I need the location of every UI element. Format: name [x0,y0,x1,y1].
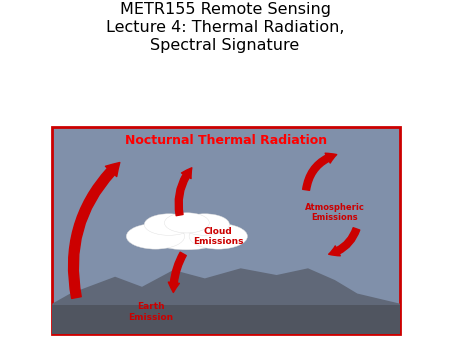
FancyArrowPatch shape [303,153,337,190]
Polygon shape [52,268,400,334]
Text: Nocturnal Thermal Radiation: Nocturnal Thermal Radiation [125,134,327,147]
FancyBboxPatch shape [52,127,400,334]
Ellipse shape [164,213,209,233]
Text: Atmospheric
Emissions: Atmospheric Emissions [305,203,365,222]
Ellipse shape [144,216,230,250]
Ellipse shape [180,214,230,235]
FancyArrowPatch shape [68,163,120,298]
FancyArrowPatch shape [175,168,192,216]
Text: Earth
Emission: Earth Emission [128,303,174,322]
Text: METR155 Remote Sensing
Lecture 4: Thermal Radiation,
Spectral Signature: METR155 Remote Sensing Lecture 4: Therma… [106,2,344,53]
Ellipse shape [144,214,194,235]
FancyArrowPatch shape [168,252,186,292]
Ellipse shape [126,223,184,249]
Text: Cloud
Emissions: Cloud Emissions [193,226,243,246]
FancyArrowPatch shape [328,228,360,256]
FancyBboxPatch shape [52,305,400,334]
Ellipse shape [189,223,248,249]
